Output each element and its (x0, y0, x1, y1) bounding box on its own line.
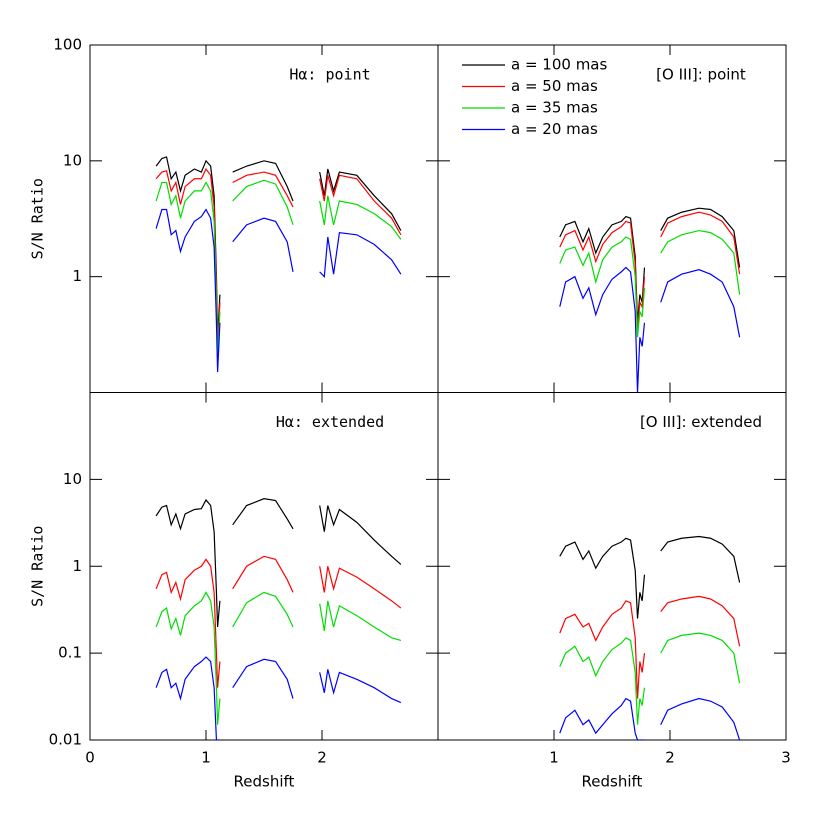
y-tick-label: 100 (53, 36, 82, 54)
y-tick-label: 0.01 (49, 731, 82, 749)
series-line (559, 535, 741, 619)
legend-label: a = 100 mas (511, 56, 607, 74)
series-line (559, 595, 741, 699)
series-line (155, 167, 402, 347)
x-tick-label: 3 (781, 749, 791, 767)
series-line (155, 208, 402, 373)
series-line (559, 266, 741, 393)
x-tick-label: 1 (549, 749, 559, 767)
legend-label: a = 20 mas (511, 120, 598, 138)
series-line (559, 211, 741, 330)
plot-frame (437, 392, 787, 741)
series-line (559, 229, 741, 338)
y-tick-label: 10 (63, 151, 82, 169)
plot-frame (437, 44, 787, 393)
y-axis-label: S/N Ratio (29, 178, 47, 259)
series-line (155, 498, 402, 628)
y-tick-label: 1 (72, 557, 82, 575)
x-axis-label: Redshift (234, 773, 295, 791)
series-line (155, 156, 402, 338)
series-line (155, 591, 402, 725)
x-tick-label: 1 (201, 749, 211, 767)
y-tick-label: 1 (72, 267, 82, 285)
y-tick-label: 10 (63, 470, 82, 488)
panel-annotation: [O III]: extended (640, 413, 762, 431)
y-tick-label: 0.1 (58, 644, 82, 662)
panel-annotation: Hα: extended (276, 413, 384, 431)
x-axis-label: Redshift (582, 773, 643, 791)
x-tick-label: 2 (665, 749, 675, 767)
series-line (559, 697, 741, 740)
x-tick-label: 2 (317, 749, 327, 767)
panel-annotation: [O III]: point (656, 66, 746, 84)
series-line (559, 632, 741, 725)
series-line (559, 207, 741, 323)
plot-frame (89, 392, 439, 741)
panel-annotation: Hα: point (289, 66, 370, 84)
series-line (155, 179, 402, 358)
series-line (155, 555, 402, 688)
legend-label: a = 35 mas (511, 99, 598, 117)
series-line (155, 656, 402, 740)
legend-label: a = 50 mas (511, 77, 598, 95)
y-axis-label: S/N Ratio (29, 526, 47, 607)
x-tick-label: 0 (85, 749, 95, 767)
